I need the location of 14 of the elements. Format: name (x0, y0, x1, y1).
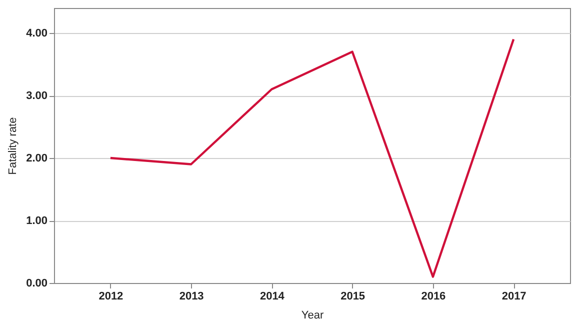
x-tick-label: 2014 (260, 290, 286, 302)
x-axis-title: Year (301, 310, 324, 322)
x-tick-label: 2017 (502, 290, 526, 302)
x-tick-label: 2012 (98, 290, 124, 302)
line-series (109, 38, 515, 278)
y-axis-title: Fatality rate (7, 117, 20, 175)
x-tick-label: 2016 (421, 290, 446, 302)
y-tick-label: 3.00 (26, 90, 48, 102)
y-tick-label: 1.00 (26, 215, 48, 227)
y-tick-label: 2.00 (26, 152, 48, 164)
y-tick-label: 0.00 (26, 278, 48, 290)
x-tick-label: 2015 (340, 290, 366, 302)
x-tick-label: 2013 (179, 290, 204, 302)
y-tick-label: 4.00 (26, 28, 48, 40)
